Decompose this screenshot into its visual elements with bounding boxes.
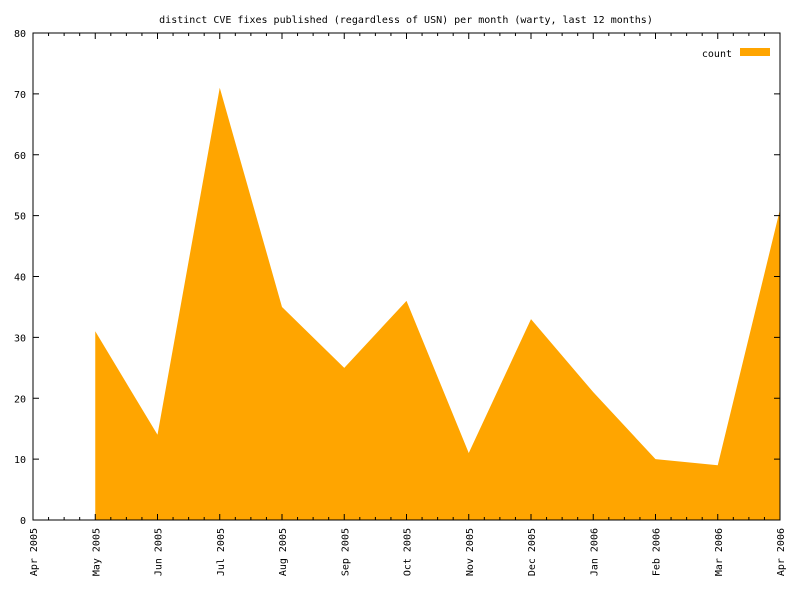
chart-title: distinct CVE fixes published (regardless… xyxy=(159,15,653,26)
x-tick-label: May 2005 xyxy=(91,528,102,576)
area-layer xyxy=(95,87,781,520)
axes: 0 10 20 30 40 50 60 70 80 Apr 2005 May 2005 Jun 200… xyxy=(14,29,787,576)
area-series-count xyxy=(95,87,780,520)
x-tick-label: Jan 2006 xyxy=(589,528,600,576)
y-tick-label: 10 xyxy=(14,455,26,466)
y-tick-label: 40 xyxy=(14,273,26,284)
y-tick-label: 80 xyxy=(14,29,26,40)
x-tick-label: Jul 2005 xyxy=(216,528,227,576)
y-tick-label: 70 xyxy=(14,90,26,101)
x-tick-label: Jun 2005 xyxy=(154,528,165,576)
legend: count xyxy=(702,48,770,60)
x-tick-label: Nov 2005 xyxy=(465,528,476,576)
x-tick-label: Oct 2005 xyxy=(403,528,414,576)
legend-swatch xyxy=(740,48,770,56)
x-tick-label: Apr 2005 xyxy=(29,528,40,576)
y-tick-label: 60 xyxy=(14,151,26,162)
x-tick-label: Mar 2006 xyxy=(714,528,725,576)
x-tick-label: Apr 2006 xyxy=(776,528,787,576)
x-tick-label: Aug 2005 xyxy=(278,528,289,576)
x-tick-label: Dec 2005 xyxy=(527,528,538,576)
y-tick-label: 20 xyxy=(14,394,26,405)
x-tick-label: Sep 2005 xyxy=(340,528,351,576)
y-tick-label: 50 xyxy=(14,212,26,223)
y-tick-label: 30 xyxy=(14,333,26,344)
x-tick-label: Feb 2006 xyxy=(652,528,663,576)
y-tick-label: 0 xyxy=(20,516,26,527)
legend-label: count xyxy=(702,49,732,60)
